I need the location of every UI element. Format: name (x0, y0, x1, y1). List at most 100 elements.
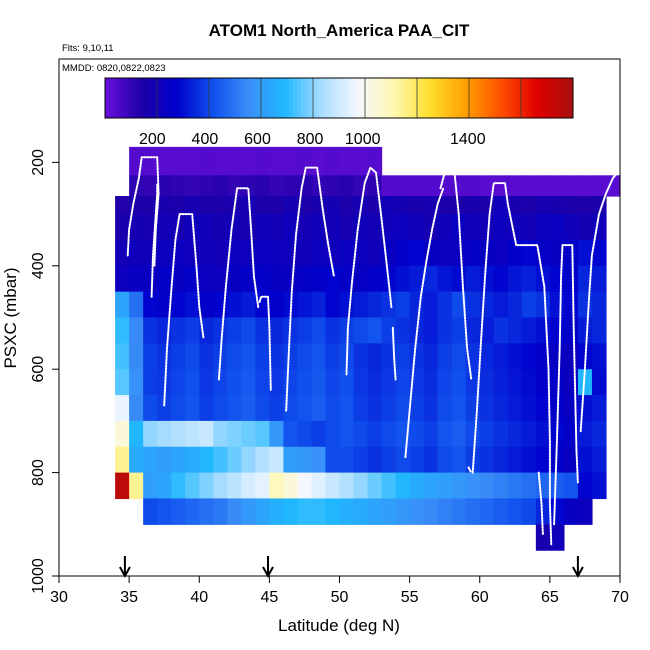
heatmap-cell (157, 214, 172, 241)
heatmap-cell (353, 317, 369, 344)
colorbar-swatch (205, 78, 210, 118)
heatmap-cell (563, 472, 579, 500)
colorbar-swatch (197, 78, 202, 118)
colorbar-swatch (273, 78, 278, 118)
colorbar-swatch (497, 78, 502, 118)
heatmap-cell (409, 291, 425, 319)
heatmap-cell (311, 395, 327, 422)
heatmap-cell (185, 291, 200, 319)
heatmap-cell (115, 343, 130, 370)
heatmap-cell (283, 369, 299, 396)
heatmap-cell (311, 146, 327, 176)
heatmap-cell (437, 343, 453, 370)
heatmap-cell (129, 472, 144, 500)
colorbar-swatch (125, 78, 130, 118)
colorbar-swatch (173, 78, 178, 118)
colorbar-swatch (145, 78, 150, 118)
heatmap-cell (535, 369, 551, 396)
heatmap-cell (591, 446, 607, 474)
heatmap-cell (115, 214, 130, 241)
heatmap-cell (185, 498, 200, 525)
heatmap-cell (269, 175, 284, 197)
heatmap-cell (227, 239, 242, 267)
colorbar-swatch (189, 78, 194, 118)
heatmap-cell (395, 472, 411, 500)
colorbar-swatch (521, 78, 526, 118)
heatmap-cell (297, 175, 313, 197)
heatmap-cell (535, 524, 551, 551)
heatmap-cell (283, 446, 299, 474)
heatmap-cell (297, 395, 313, 422)
heatmap-cell (227, 291, 242, 319)
heatmap-cell (241, 420, 256, 448)
heatmap-cell (591, 265, 607, 293)
heatmap-cell (451, 369, 467, 396)
flight-tracks (126, 156, 621, 546)
flight-track-line (439, 171, 473, 381)
dates-label: MMDD: 0820,0822,0823 (62, 63, 166, 74)
heatmap-cell (255, 291, 270, 319)
heatmap-cell (507, 239, 523, 267)
heatmap-cell (549, 317, 565, 344)
heatmap-cell (325, 214, 341, 241)
heatmap-cell (255, 265, 270, 293)
heatmap-cell (367, 265, 383, 293)
heatmap-cell (185, 420, 200, 448)
heatmap-cell (353, 214, 369, 241)
colorbar-swatch (177, 78, 182, 118)
heatmap-cell (549, 472, 565, 500)
heatmap-cell (227, 175, 242, 197)
heatmap-cell (423, 498, 439, 525)
heatmap-cell (493, 395, 509, 422)
heatmap-cell (423, 343, 439, 370)
colorbar-swatch (405, 78, 410, 118)
heatmap-cell (367, 317, 383, 344)
heatmap-cell (311, 265, 327, 293)
heatmap-cell (591, 472, 607, 500)
heatmap-cell (311, 446, 327, 474)
heatmap-cell (423, 196, 439, 215)
y-tick-label: 200 (30, 149, 47, 176)
heatmap-cell (297, 420, 313, 448)
heatmap-cell (171, 265, 186, 293)
heatmap-cell (171, 146, 186, 176)
heatmap-cell (171, 317, 186, 344)
heatmap-cell (241, 395, 256, 422)
heatmap-cell (479, 175, 495, 197)
heatmap-cell (241, 265, 256, 293)
heatmap-cell (227, 265, 242, 293)
y-axis-label: PSXC (mbar) (1, 267, 20, 368)
colorbar-swatch (565, 78, 570, 118)
heatmap-cell (451, 446, 467, 474)
heatmap-cell (115, 265, 130, 293)
heatmap-cell (465, 239, 481, 267)
heatmap-cell (269, 395, 284, 422)
colorbar-swatch (429, 78, 434, 118)
heatmap-cell (325, 265, 341, 293)
x-axis-label: Latitude (deg N) (278, 616, 400, 635)
heatmap-cell (227, 369, 242, 396)
heatmap-cell (199, 146, 214, 176)
heatmap-cell (143, 146, 158, 176)
heatmap-cell (395, 239, 411, 267)
heatmap-cell (115, 239, 130, 267)
heatmap-cell (451, 239, 467, 267)
heatmap-cell (605, 175, 621, 197)
heatmap-cell (549, 343, 565, 370)
heatmap-cell (591, 239, 607, 267)
heatmap-cell (353, 446, 369, 474)
heatmap-cell (213, 146, 228, 176)
colorbar-swatch (301, 78, 306, 118)
heatmap-cell (437, 472, 453, 500)
heatmap-cell (227, 317, 242, 344)
heatmap-cell (563, 239, 579, 267)
heatmap-cell (171, 395, 186, 422)
heatmap-cell (493, 472, 509, 500)
heatmap-cell (255, 472, 270, 500)
heatmap-cell (535, 498, 551, 525)
colorbar-swatch (349, 78, 354, 118)
heatmap-cell (185, 175, 200, 197)
heatmap-cell (227, 214, 242, 241)
heatmap-cell (241, 175, 256, 197)
heatmap-cell (325, 175, 341, 197)
